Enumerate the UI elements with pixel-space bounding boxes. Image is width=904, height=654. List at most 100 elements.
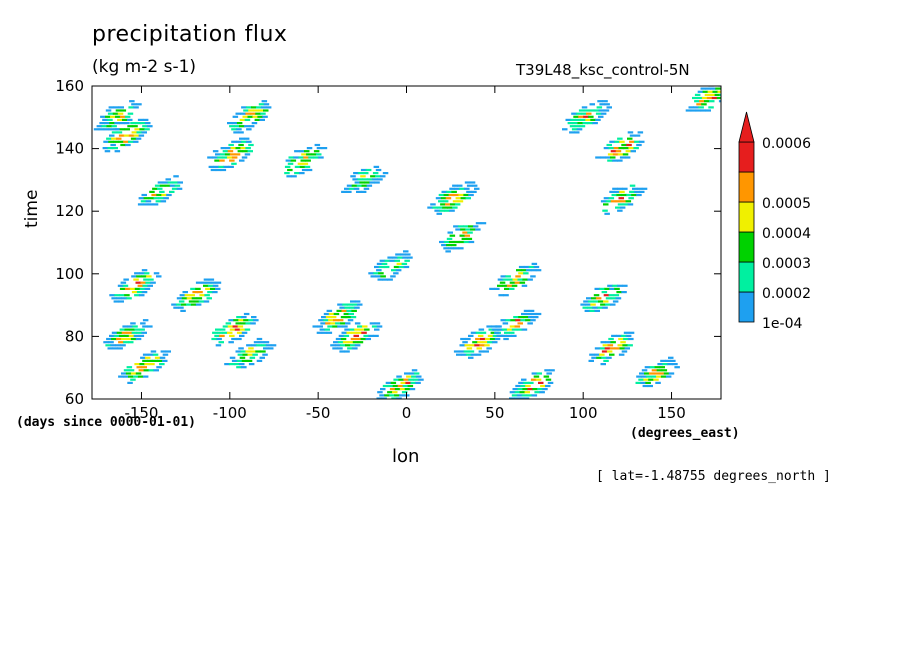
precip-cell <box>250 350 256 353</box>
precip-cell <box>142 325 148 328</box>
precip-cell <box>604 212 610 215</box>
precip-cell <box>599 287 605 290</box>
precip-cell <box>526 394 533 397</box>
precip-cell <box>623 337 629 341</box>
y-tick-label: 60 <box>65 390 84 408</box>
precip-cell <box>117 112 124 115</box>
precip-cell <box>136 331 142 334</box>
precip-cell <box>700 87 706 90</box>
precip-cell <box>512 278 518 281</box>
precip-cell <box>142 353 149 356</box>
precip-cell <box>603 203 609 206</box>
precip-cell <box>243 319 249 322</box>
precip-cell <box>609 353 615 356</box>
precip-cell <box>393 265 400 269</box>
precip-cell <box>335 322 341 325</box>
precip-cell <box>658 372 665 375</box>
precip-cell <box>181 303 187 306</box>
precip-cell <box>516 269 522 272</box>
precip-cell <box>376 269 382 272</box>
precip-cell <box>247 353 253 356</box>
precip-cell <box>392 256 398 259</box>
precip-feature <box>600 184 648 215</box>
precip-cell <box>102 147 109 150</box>
precip-cell <box>142 203 149 206</box>
precip-cell <box>601 356 607 359</box>
precip-cell <box>620 341 626 344</box>
precip-cell <box>621 193 627 197</box>
precip-cell <box>347 319 354 322</box>
precip-cell <box>212 156 218 159</box>
precip-cell <box>124 294 130 297</box>
precip-cell <box>108 128 115 131</box>
precip-cell <box>241 359 248 362</box>
precip-cell <box>604 287 610 290</box>
precip-cell <box>234 153 241 156</box>
precip-cell <box>577 122 583 125</box>
precip-cell <box>129 328 135 331</box>
precip-cell <box>105 109 112 112</box>
precip-cell <box>357 303 363 306</box>
precip-cell <box>525 269 532 272</box>
precip-cell <box>340 337 347 341</box>
precip-cell <box>438 193 445 197</box>
precip-cell <box>316 153 322 156</box>
precip-cell <box>444 209 450 212</box>
precip-cell <box>409 372 415 375</box>
precip-cell <box>214 334 220 337</box>
colorbar-segment <box>738 261 755 293</box>
precip-cell <box>441 244 447 247</box>
precip-cell <box>111 137 117 140</box>
precip-cell <box>665 359 671 362</box>
precip-feature <box>118 350 171 384</box>
precip-cell <box>351 184 358 187</box>
precip-cell <box>243 125 250 128</box>
precip-cell <box>496 334 502 337</box>
precip-cell <box>614 140 620 143</box>
precip-cell <box>119 287 126 290</box>
precip-cell <box>511 394 518 397</box>
precip-cell <box>525 319 531 322</box>
precip-cell <box>321 147 328 150</box>
precip-cell <box>177 181 183 184</box>
precip-cell <box>501 284 508 287</box>
precip-cell <box>625 200 632 203</box>
precip-cell <box>124 287 131 290</box>
precip-cell <box>239 137 245 140</box>
precip-cell <box>668 356 674 359</box>
precip-cell <box>501 328 508 331</box>
precip-cell <box>625 334 632 337</box>
precip-feature <box>588 331 635 366</box>
precip-cell <box>312 325 318 328</box>
precip-cell <box>119 328 126 331</box>
precip-feature <box>103 319 153 350</box>
precip-cell <box>241 140 247 143</box>
precip-cell <box>354 344 361 347</box>
precip-cell <box>609 140 615 143</box>
precip-cell <box>616 291 622 294</box>
precip-cell <box>623 331 630 334</box>
precip-cell <box>145 122 151 125</box>
precip-cell <box>393 378 399 381</box>
precip-cell <box>475 337 481 341</box>
precip-cell <box>629 184 636 187</box>
precip-cell <box>589 353 595 356</box>
precip-cell <box>579 125 586 128</box>
precip-feature <box>330 322 383 353</box>
precip-cell <box>142 284 148 287</box>
precip-cell <box>399 394 405 397</box>
precip-cell <box>523 397 530 399</box>
precip-cell <box>453 247 459 250</box>
precip-cell <box>637 131 644 134</box>
precip-cell <box>459 187 465 190</box>
precip-cell <box>351 309 357 312</box>
precip-cell <box>265 106 272 109</box>
precip-cell <box>627 137 633 140</box>
precip-cell <box>227 156 233 159</box>
precip-cell <box>229 363 235 366</box>
precip-cell <box>357 178 363 181</box>
precip-cell <box>320 322 326 325</box>
precip-cell <box>301 153 307 156</box>
precip-cell <box>237 325 244 328</box>
precip-cell <box>585 303 591 306</box>
